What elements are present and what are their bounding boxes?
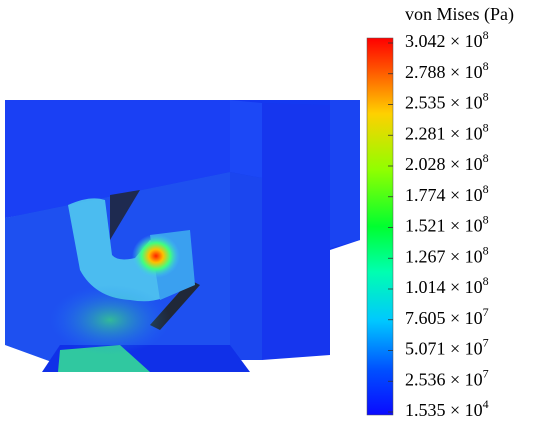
tick-exponent: 8	[483, 28, 489, 42]
tick-label: 2.536 × 107	[405, 366, 489, 389]
tick-exponent: 8	[483, 212, 489, 226]
tick-mantissa: 2.535 × 10	[405, 93, 483, 113]
tick-label: 2.028 × 108	[405, 151, 489, 174]
tick-label: 5.071 × 107	[405, 335, 489, 358]
tick-mantissa: 2.788 × 10	[405, 62, 483, 82]
tick-mantissa: 1.774 × 10	[405, 185, 483, 205]
tick-mantissa: 3.042 × 10	[405, 31, 483, 51]
tick-label: 2.281 × 108	[405, 120, 489, 143]
tick-exponent: 8	[483, 243, 489, 257]
tick-exponent: 4	[483, 397, 489, 411]
tick-label: 3.042 × 108	[405, 28, 489, 51]
tick-label: 1.774 × 108	[405, 182, 489, 205]
tick-mantissa: 2.281 × 10	[405, 123, 483, 143]
tick-exponent: 8	[483, 120, 489, 134]
tick-exponent: 8	[483, 89, 489, 103]
tick-exponent: 8	[483, 274, 489, 288]
tick-mantissa: 1.267 × 10	[405, 246, 483, 266]
model-render	[5, 100, 360, 372]
tick-exponent: 7	[483, 305, 489, 319]
tick-label: 7.605 × 107	[405, 305, 489, 328]
tick-label: 1.535 × 104	[405, 397, 489, 420]
tick-label: 1.267 × 108	[405, 243, 489, 266]
tick-mantissa: 2.028 × 10	[405, 154, 483, 174]
tick-mantissa: 1.521 × 10	[405, 216, 483, 236]
colorbar-title: von Mises (Pa)	[405, 4, 514, 25]
tick-mantissa: 5.071 × 10	[405, 339, 483, 359]
tick-label: 1.014 × 108	[405, 274, 489, 297]
tick-mantissa: 1.014 × 10	[405, 277, 483, 297]
tick-exponent: 8	[483, 59, 489, 73]
tick-label: 2.788 × 108	[405, 59, 489, 82]
tick-label: 2.535 × 108	[405, 89, 489, 112]
tick-mantissa: 2.536 × 10	[405, 369, 483, 389]
tick-exponent: 7	[483, 366, 489, 380]
colorbar	[366, 37, 394, 416]
tick-mantissa: 1.535 × 10	[405, 400, 483, 420]
tick-mantissa: 7.605 × 10	[405, 308, 483, 328]
tick-exponent: 7	[483, 335, 489, 349]
tick-label: 1.521 × 108	[405, 212, 489, 235]
tick-exponent: 8	[483, 151, 489, 165]
tick-exponent: 8	[483, 182, 489, 196]
